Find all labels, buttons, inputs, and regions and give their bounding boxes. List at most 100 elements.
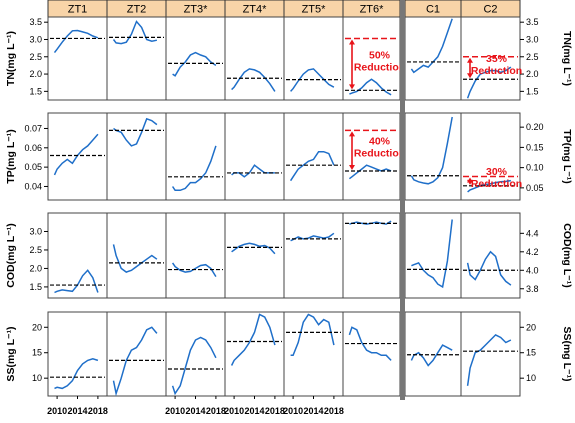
panel-frame xyxy=(283,16,344,101)
y-axis-title-left: TN(mg L⁻¹) xyxy=(5,31,17,86)
y-tick-label: 4.4 xyxy=(526,228,539,238)
y-tick-label: 1.5 xyxy=(29,282,42,292)
series-line xyxy=(349,78,392,96)
strip-label: ZT5* xyxy=(302,4,327,16)
panel-frame xyxy=(460,112,521,201)
panel-frame xyxy=(342,212,401,299)
series-line xyxy=(230,313,276,366)
panel-frame xyxy=(460,311,521,397)
reduction-label: 50% Reduction xyxy=(354,49,405,73)
series-line xyxy=(112,326,158,397)
arrow-head-down xyxy=(349,84,355,90)
y-axis-title-left: TP(mg L⁻¹) xyxy=(5,129,17,184)
y-axis-title-right: SS(mg L⁻¹) xyxy=(561,326,573,381)
panel-frame xyxy=(404,112,462,201)
strip-label: ZT6* xyxy=(360,4,385,16)
arrow-head-down xyxy=(349,165,355,170)
x-tick-label: 2018 xyxy=(324,406,344,416)
y-tick-label: 4.2 xyxy=(526,247,539,257)
y-tick-label: 0.07 xyxy=(24,123,42,133)
y-axis-title-right: TN(mg L⁻¹) xyxy=(561,31,573,86)
panel-frame xyxy=(404,16,462,101)
y-tick-label: 1.5 xyxy=(29,86,42,96)
reduction-label: 30% Reduction xyxy=(471,166,522,190)
y-tick-label: 2.0 xyxy=(29,69,42,79)
x-tick-label: 2014 xyxy=(244,406,264,416)
y-tick-label: 0.04 xyxy=(24,181,42,191)
panel-frame xyxy=(165,212,226,299)
y-tick-label: 10 xyxy=(526,373,536,383)
y-tick-label: 3.5 xyxy=(29,17,42,27)
y-tick-label: 15 xyxy=(32,348,42,358)
series-line xyxy=(113,117,158,147)
series-line xyxy=(411,219,453,289)
series-line xyxy=(231,164,275,178)
series-line xyxy=(53,29,99,54)
x-tick-label: 2014 xyxy=(67,406,87,416)
arrow-head-up xyxy=(467,57,473,63)
series-line xyxy=(290,313,335,357)
series-line xyxy=(410,344,453,367)
arrow-head-down xyxy=(467,179,473,185)
series-line xyxy=(466,250,512,286)
y-tick-label: 20 xyxy=(32,322,42,332)
series-line xyxy=(53,133,99,176)
y-tick-label: 0.05 xyxy=(24,162,42,172)
x-tick-label: 2018 xyxy=(206,406,226,416)
y-tick-label: 15 xyxy=(526,348,536,358)
panel-frame xyxy=(224,311,285,397)
series-line xyxy=(231,68,276,92)
panel-frame xyxy=(283,212,344,299)
y-tick-label: 20 xyxy=(526,322,536,332)
strip-label: ZT3* xyxy=(184,4,209,16)
panel-frame xyxy=(47,311,108,397)
strip-label: ZT1 xyxy=(68,4,88,16)
x-tick-label: 2014 xyxy=(185,406,205,416)
x-tick-label: 2018 xyxy=(88,406,108,416)
y-tick-label: 3.8 xyxy=(526,284,539,294)
x-tick-label: 2010 xyxy=(224,406,244,416)
y-axis-title-left: SS(mg L⁻¹) xyxy=(5,326,17,381)
panel-frame xyxy=(460,16,521,101)
y-tick-label: 10 xyxy=(32,373,42,383)
panel-frame xyxy=(165,112,226,201)
y-axis-title-right: COD(mg L⁻¹) xyxy=(561,223,573,287)
series-line xyxy=(466,333,512,386)
series-line xyxy=(410,116,453,185)
strip-label: ZT2 xyxy=(127,4,147,16)
x-tick-label: 2010 xyxy=(165,406,185,416)
x-tick-label: 2010 xyxy=(47,406,67,416)
panel-frame xyxy=(460,212,521,299)
panel-frame xyxy=(165,311,226,397)
series-line xyxy=(112,20,158,45)
y-axis-title-left: COD(mg L⁻¹) xyxy=(5,223,17,287)
series-line xyxy=(466,66,512,99)
panel-frame xyxy=(404,311,462,397)
y-tick-label: 3.0 xyxy=(526,34,539,44)
series-line xyxy=(112,244,158,273)
y-tick-label: 2.0 xyxy=(526,69,539,79)
series-line xyxy=(289,150,335,182)
panel-frame xyxy=(404,212,462,299)
reduction-label: 35% Reduction xyxy=(471,53,522,77)
strip-label: C1 xyxy=(426,4,440,16)
series-line xyxy=(171,145,217,192)
series-line xyxy=(54,358,99,390)
y-tick-label: 4.0 xyxy=(526,265,539,275)
panel-frame xyxy=(165,16,226,101)
series-line xyxy=(290,68,335,92)
panel-frame xyxy=(106,16,167,101)
panel-frame xyxy=(342,311,401,397)
y-tick-label: 3.0 xyxy=(29,226,42,236)
y-tick-label: 2.5 xyxy=(29,52,42,62)
strip-label: ZT4* xyxy=(243,4,268,16)
y-tick-label: 0.20 xyxy=(526,122,544,132)
y-tick-label: 1.5 xyxy=(526,86,539,96)
x-tick-label: 2010 xyxy=(283,406,303,416)
y-tick-label: 0.10 xyxy=(526,163,544,173)
series-line xyxy=(171,336,217,396)
series-line xyxy=(290,232,335,242)
panel-frame xyxy=(224,212,285,299)
series-line xyxy=(467,179,512,193)
